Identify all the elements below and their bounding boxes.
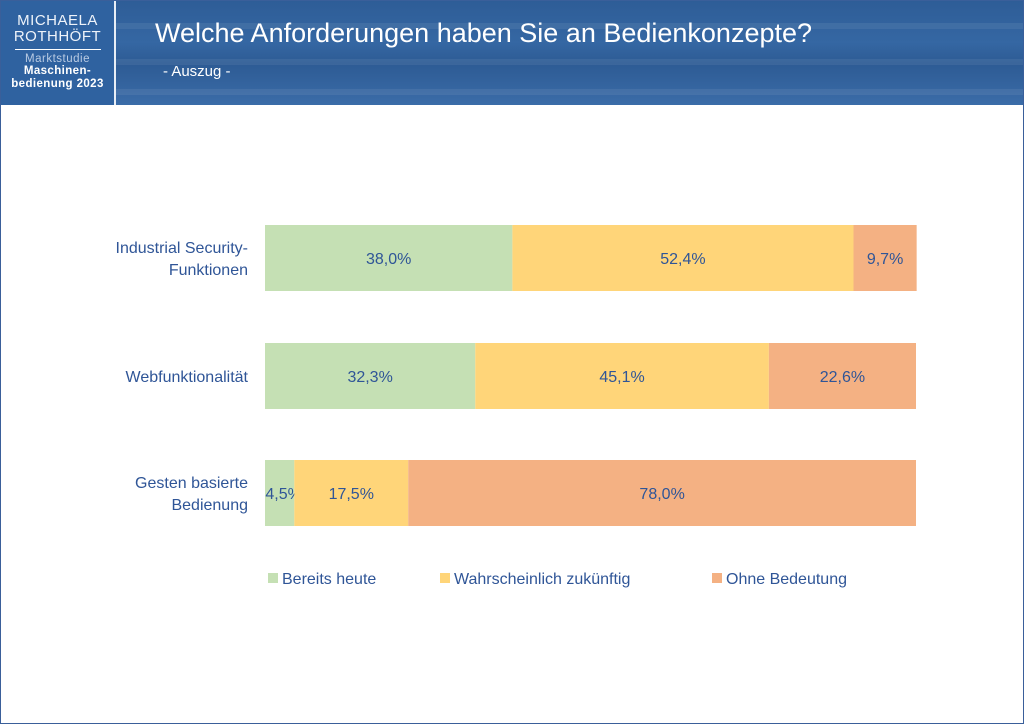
data-label: 45,1%: [599, 369, 644, 386]
legend-label: Ohne Bedeutung: [726, 571, 847, 588]
category-label: Webfunktionalität: [126, 369, 249, 386]
bar-segment: [265, 460, 295, 526]
bar-segment: [768, 343, 916, 409]
data-label: 32,3%: [347, 369, 392, 386]
logo: MICHAELA ROTHHÖFT Marktstudie Maschinen-…: [1, 1, 116, 105]
data-label: 4,5%: [265, 486, 301, 503]
data-label: 22,6%: [820, 369, 865, 386]
data-label: 9,7%: [867, 251, 903, 268]
logo-name-2: ROTHHÖFT: [13, 28, 102, 45]
data-label: 52,4%: [660, 251, 705, 268]
page-subtitle: - Auszug -: [163, 63, 231, 80]
page-title: Welche Anforderungen haben Sie an Bedien…: [155, 18, 813, 48]
logo-topic-1: Maschinen-: [23, 65, 92, 77]
category-label: Industrial Security-Funktionen: [116, 240, 249, 279]
logo-study: Marktstudie: [25, 53, 90, 65]
legend-swatch: [268, 573, 278, 583]
bar-segment: [294, 460, 409, 526]
logo-topic-2: bedienung 2023: [11, 78, 104, 90]
bar-segment: [853, 225, 917, 291]
bar-segment: [475, 343, 769, 409]
legend-label: Wahrscheinlich zukünftig: [454, 571, 630, 588]
bar-segment: [265, 343, 476, 409]
bar-segment: [265, 225, 513, 291]
category-label: Gesten basierte Bedienung: [135, 475, 248, 514]
data-label: 38,0%: [366, 251, 411, 268]
bar-segment: [512, 225, 854, 291]
bar-segment: [408, 460, 916, 526]
header-banner: [1, 1, 1023, 105]
logo-name-1: MICHAELA: [17, 12, 98, 29]
legend-label: Bereits heute: [282, 571, 376, 588]
data-label: 78,0%: [639, 486, 684, 503]
data-label: 17,5%: [329, 486, 374, 503]
legend-swatch: [440, 573, 450, 583]
logo-divider: [14, 49, 101, 50]
legend-swatch: [712, 573, 722, 583]
